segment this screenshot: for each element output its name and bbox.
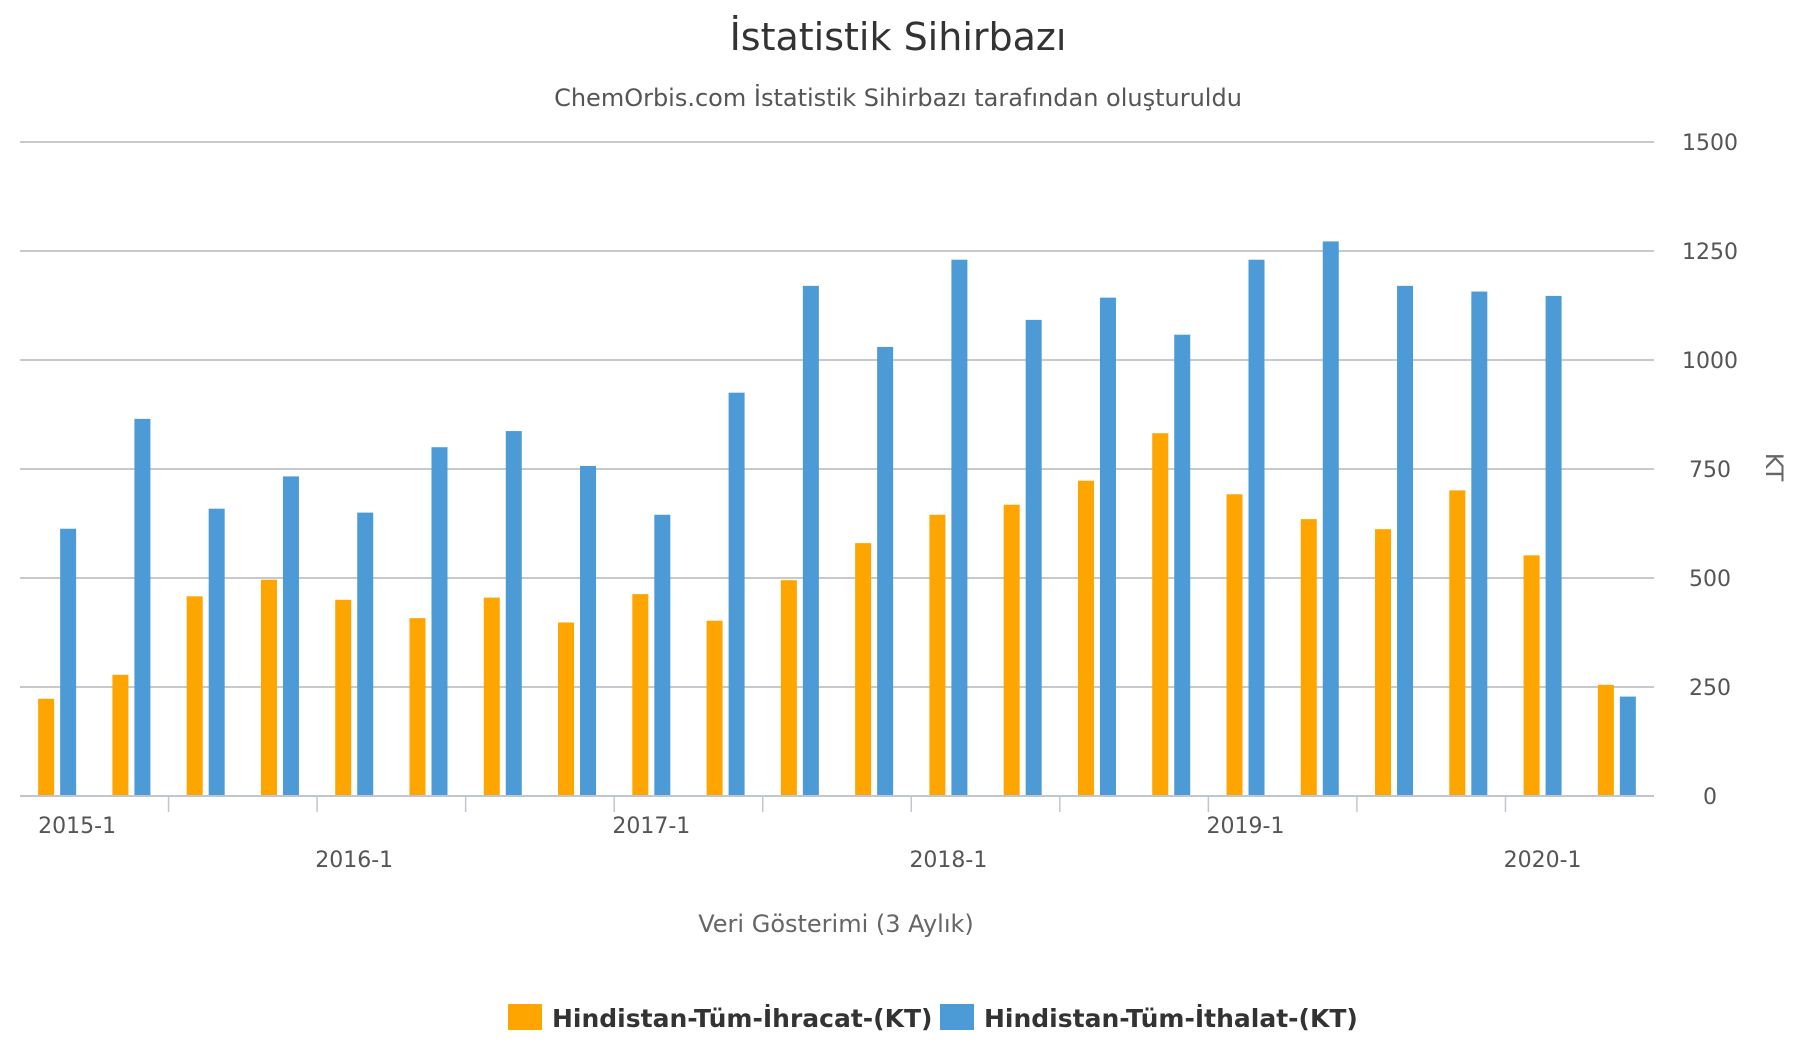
y-tick-label: 1500 bbox=[1682, 131, 1738, 156]
bar-import-2018-2[interactable] bbox=[1025, 319, 1042, 796]
bar-export-2015-4[interactable] bbox=[260, 579, 277, 796]
bar-import-2016-1[interactable] bbox=[357, 512, 374, 796]
bar-import-2019-3[interactable] bbox=[1397, 285, 1414, 796]
bar-export-2016-2[interactable] bbox=[409, 618, 426, 796]
legend-item-export[interactable]: Hindistan-Tüm-İhracat-(KT) bbox=[508, 1003, 932, 1033]
bar-import-2016-4[interactable] bbox=[580, 465, 597, 796]
bar-export-2018-1[interactable] bbox=[929, 514, 946, 796]
bar-import-2017-1[interactable] bbox=[654, 514, 671, 796]
bar-import-2019-2[interactable] bbox=[1322, 241, 1339, 796]
bar-import-2015-4[interactable] bbox=[282, 476, 299, 796]
bar-export-2017-4[interactable] bbox=[855, 543, 872, 796]
bar-export-2019-4[interactable] bbox=[1449, 490, 1466, 796]
x-axis-title: Veri Gösterimi (3 Aylık) bbox=[698, 910, 974, 938]
bar-import-2019-4[interactable] bbox=[1471, 291, 1488, 796]
x-tick-label: 2015-1 bbox=[38, 814, 116, 839]
y-tick-label: 250 bbox=[1689, 676, 1731, 701]
x-axis-ticks: 2015-1 2016-1 2017-1 2018-1 2019-1 2020-1 bbox=[38, 796, 1582, 873]
bar-import-2017-2[interactable] bbox=[728, 392, 745, 796]
bar-export-2015-3[interactable] bbox=[186, 596, 203, 796]
y-tick-label: 500 bbox=[1689, 567, 1731, 592]
bar-import-2018-3[interactable] bbox=[1099, 297, 1116, 796]
bar-export-2018-3[interactable] bbox=[1077, 480, 1094, 796]
chart-subtitle: ChemOrbis.com İstatistik Sihirbazı taraf… bbox=[554, 83, 1242, 112]
bar-export-2015-1[interactable] bbox=[38, 698, 55, 796]
bar-export-2017-3[interactable] bbox=[780, 580, 797, 796]
x-tick-label: 2016-1 bbox=[315, 848, 393, 873]
bar-export-2019-3[interactable] bbox=[1375, 529, 1392, 796]
bars bbox=[38, 241, 1636, 797]
bar-export-2016-1[interactable] bbox=[335, 599, 352, 796]
legend: Hindistan-Tüm-İhracat-(KT) Hindistan-Tüm… bbox=[508, 1003, 1358, 1033]
bar-import-2020-1[interactable] bbox=[1545, 295, 1562, 796]
bar-import-2019-1[interactable] bbox=[1248, 259, 1265, 797]
y-axis-title: KT bbox=[1760, 453, 1788, 482]
x-tick-label: 2017-1 bbox=[612, 814, 690, 839]
bar-export-2017-2[interactable] bbox=[706, 620, 723, 796]
bar-export-2018-2[interactable] bbox=[1003, 504, 1020, 796]
bar-import-2015-3[interactable] bbox=[208, 508, 225, 796]
bar-import-2017-3[interactable] bbox=[802, 285, 819, 796]
bar-export-2016-3[interactable] bbox=[483, 597, 500, 796]
y-tick-label: 1250 bbox=[1682, 240, 1738, 265]
bar-import-2015-2[interactable] bbox=[134, 418, 151, 796]
bar-import-2016-2[interactable] bbox=[431, 447, 448, 796]
bar-export-2020-2[interactable] bbox=[1597, 684, 1614, 796]
bar-import-2018-1[interactable] bbox=[951, 259, 968, 797]
bar-import-2015-1[interactable] bbox=[60, 528, 77, 796]
bar-import-2020-2[interactable] bbox=[1619, 696, 1636, 796]
bar-export-2018-4[interactable] bbox=[1152, 433, 1169, 796]
y-tick-label: 1000 bbox=[1682, 349, 1738, 374]
legend-label-import: Hindistan-Tüm-İthalat-(KT) bbox=[984, 1003, 1358, 1033]
x-tick-label: 2019-1 bbox=[1207, 814, 1285, 839]
x-tick-label: 2018-1 bbox=[909, 848, 987, 873]
bar-export-2017-1[interactable] bbox=[632, 594, 649, 796]
bar-import-2017-4[interactable] bbox=[877, 346, 894, 796]
legend-item-import[interactable]: Hindistan-Tüm-İthalat-(KT) bbox=[940, 1003, 1358, 1033]
x-tick-label: 2020-1 bbox=[1504, 848, 1582, 873]
bar-export-2016-4[interactable] bbox=[558, 622, 575, 796]
y-axis-ticks: 0 250 500 750 1000 1250 1500 bbox=[1682, 131, 1738, 810]
y-tick-label: 0 bbox=[1703, 785, 1717, 810]
chart-title: İstatistik Sihirbazı bbox=[730, 15, 1067, 59]
bar-import-2018-4[interactable] bbox=[1174, 334, 1191, 796]
bar-export-2015-2[interactable] bbox=[112, 674, 129, 796]
y-tick-label: 750 bbox=[1689, 458, 1731, 483]
legend-swatch-export bbox=[508, 1004, 542, 1030]
legend-swatch-import bbox=[940, 1004, 974, 1030]
bar-export-2019-2[interactable] bbox=[1300, 519, 1317, 796]
bar-import-2016-3[interactable] bbox=[505, 431, 522, 796]
bar-export-2019-1[interactable] bbox=[1226, 494, 1243, 796]
bar-export-2020-1[interactable] bbox=[1523, 555, 1540, 796]
legend-label-export: Hindistan-Tüm-İhracat-(KT) bbox=[552, 1003, 932, 1033]
